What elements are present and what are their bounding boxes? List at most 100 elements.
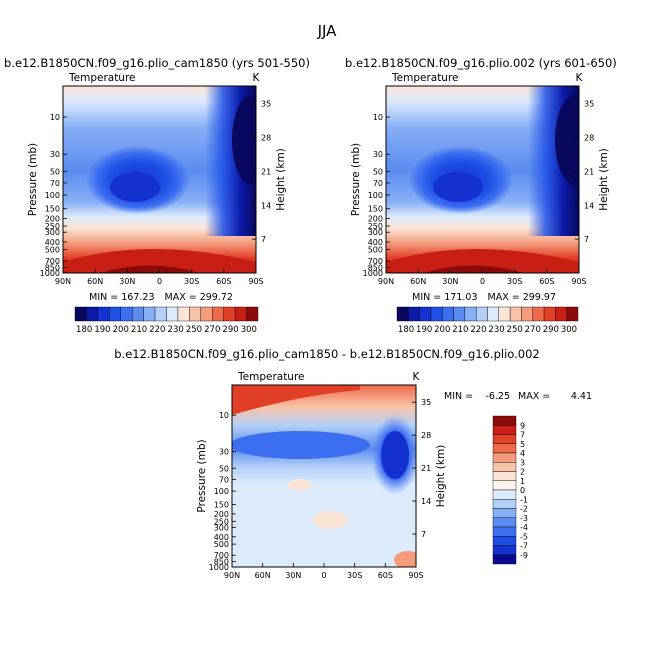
diff-ytick-label: 100 [214,487,229,496]
panel2-colorbar-box [396,306,409,322]
panel1-colorbar-box [120,306,133,322]
panel1-colorbar-label: 230 [168,325,184,335]
panel2-colorbar-label: 180 [398,325,414,335]
diff-strat-cool [232,431,370,459]
diff-colorbar-box [492,471,517,481]
diff-min-value: -6.25 [485,391,510,402]
diff-colorbar-box [492,554,517,565]
diff-ytick-label: 1000 [209,563,229,572]
diff-colorbar-box [492,415,517,426]
panel2-tropopause-min [433,172,483,202]
diff-upper-warm [232,385,360,415]
panel2-ytick-label: 250 [368,222,383,231]
panel1-xtick-label: 30N [119,277,135,286]
panel1-colorbar-label: 270 [204,325,220,335]
diff-colorbar-label: -5 [520,532,528,541]
diff-colorbar-box [492,545,517,555]
panel1-xtick-label: 60N [87,277,103,286]
panel1-plot [62,85,257,274]
panel2-colorbar-box [509,306,522,322]
diff-colorbar-box [492,462,517,472]
diff-max-value: 4.41 [571,391,592,402]
panel2-ytick-label: 100 [368,191,383,200]
diff-colorbar-label: -4 [520,523,528,532]
panel2-max-label: MAX = 299.97 [488,292,556,303]
panel1-field-label: Temperature [68,72,136,84]
diff-colorbar-box [492,536,517,546]
panel2-xtick-label: 60S [539,277,554,286]
panel1-colorbar-box [200,306,213,322]
panel2-ytick-label: 400 [368,238,383,247]
diff-colorbar-label: 1 [520,477,525,486]
diff-polar-min [381,431,409,479]
panel1-colorbar-label: 290 [222,325,238,335]
panel1-ytick-label: 10 [50,113,60,122]
panel1-ytick-label: 400 [45,238,60,247]
panel1-max-label: MAX = 299.72 [165,292,233,303]
diff-ytick-right-label: 28 [421,431,431,440]
panel2-ytick-right-label: 28 [584,134,594,143]
diff-ytick-label: 850 [214,558,229,567]
panel2-surface-max [423,265,523,273]
panel1-xtick-label: 90S [248,277,263,286]
panel2-colorbar-box [487,306,500,322]
panel1-ytick-label: 500 [45,246,60,255]
panel1-surface-warm [63,249,256,273]
panel2-ytick-label: 200 [368,214,383,223]
panel1-ytick-label: 150 [45,205,60,214]
diff-ytick-label: 200 [214,510,229,519]
diff-warm-patch-2 [288,479,312,491]
diff-colorbar-label: 0 [520,486,525,495]
panel1-colorbar-label: 180 [76,325,92,335]
panel1-ytick-label: 50 [50,168,60,177]
panel2-ytick-label: 150 [368,205,383,214]
panel2-colorbar-label: 290 [543,325,559,335]
diff-xtick-label: 30S [347,571,362,580]
diff-colorbar-box [492,434,517,444]
panel2-colorbar-box [419,306,432,322]
panel2-colorbar-box [475,306,488,322]
diff-colorbar-label: -3 [520,514,528,523]
panel2-ytick-right-label: 35 [584,100,594,109]
panel1-polar-core [232,95,256,185]
panel1-tropopause-min [110,172,160,202]
panel2-xtick-label: 90S [571,277,586,286]
diff-colorbar-box [492,526,517,537]
diff-colorbar-label: 5 [520,440,525,449]
panel2-colorbar-box [555,306,567,322]
panel1-colorbar-box [154,306,167,322]
diff-ytick-label: 250 [214,517,229,526]
diff-title: b.e12.B1850CN.f09_g16.plio_cam1850 - b.e… [114,347,539,361]
diff-colorbar-box [492,425,517,435]
panel1-title: b.e12.B1850CN.f09_g16.plio_cam1850 (yrs … [4,56,310,70]
diff-colorbar-label: -1 [520,495,528,504]
panel2-field-label: Temperature [391,72,459,84]
panel1-ytick-right-label: 14 [261,201,271,210]
diff-colorbar-box [492,517,517,528]
diff-colorbar-label: -2 [520,505,528,514]
diff-ytick-label: 400 [214,533,229,542]
diff-ytick-label: 50 [219,464,229,473]
panel1-ytick-right-label: 28 [261,134,271,143]
panel1-ytick-label: 850 [45,263,60,272]
panel1-colorbar-box [246,306,259,322]
panel1-ytick-label: 700 [45,257,60,266]
diff-ytick-right-label: 7 [421,530,426,539]
panel1-ytick-right-label: 7 [261,235,266,244]
panel1-colorbar-box [189,306,202,322]
panel1-ytick-label: 250 [45,222,60,231]
diff-colorbar-box [492,452,517,463]
panel2-colorbar-label: 190 [416,325,432,335]
panel2-colorbar-label: 210 [452,325,468,335]
panel2-ytick-label: 50 [373,168,383,177]
panel1-colorbar-box [86,306,99,322]
diff-ytick-label: 70 [219,475,229,484]
diff-ytick-label: 500 [214,540,229,549]
panel2-colorbar-label: 300 [561,325,577,335]
panel1-ytick-label: 100 [45,191,60,200]
panel2-plot [385,85,580,274]
panel2-ytick-label: 500 [368,246,383,255]
panel2-ytick-label: 300 [368,228,383,237]
diff-ytick-right-label: 35 [421,398,431,407]
